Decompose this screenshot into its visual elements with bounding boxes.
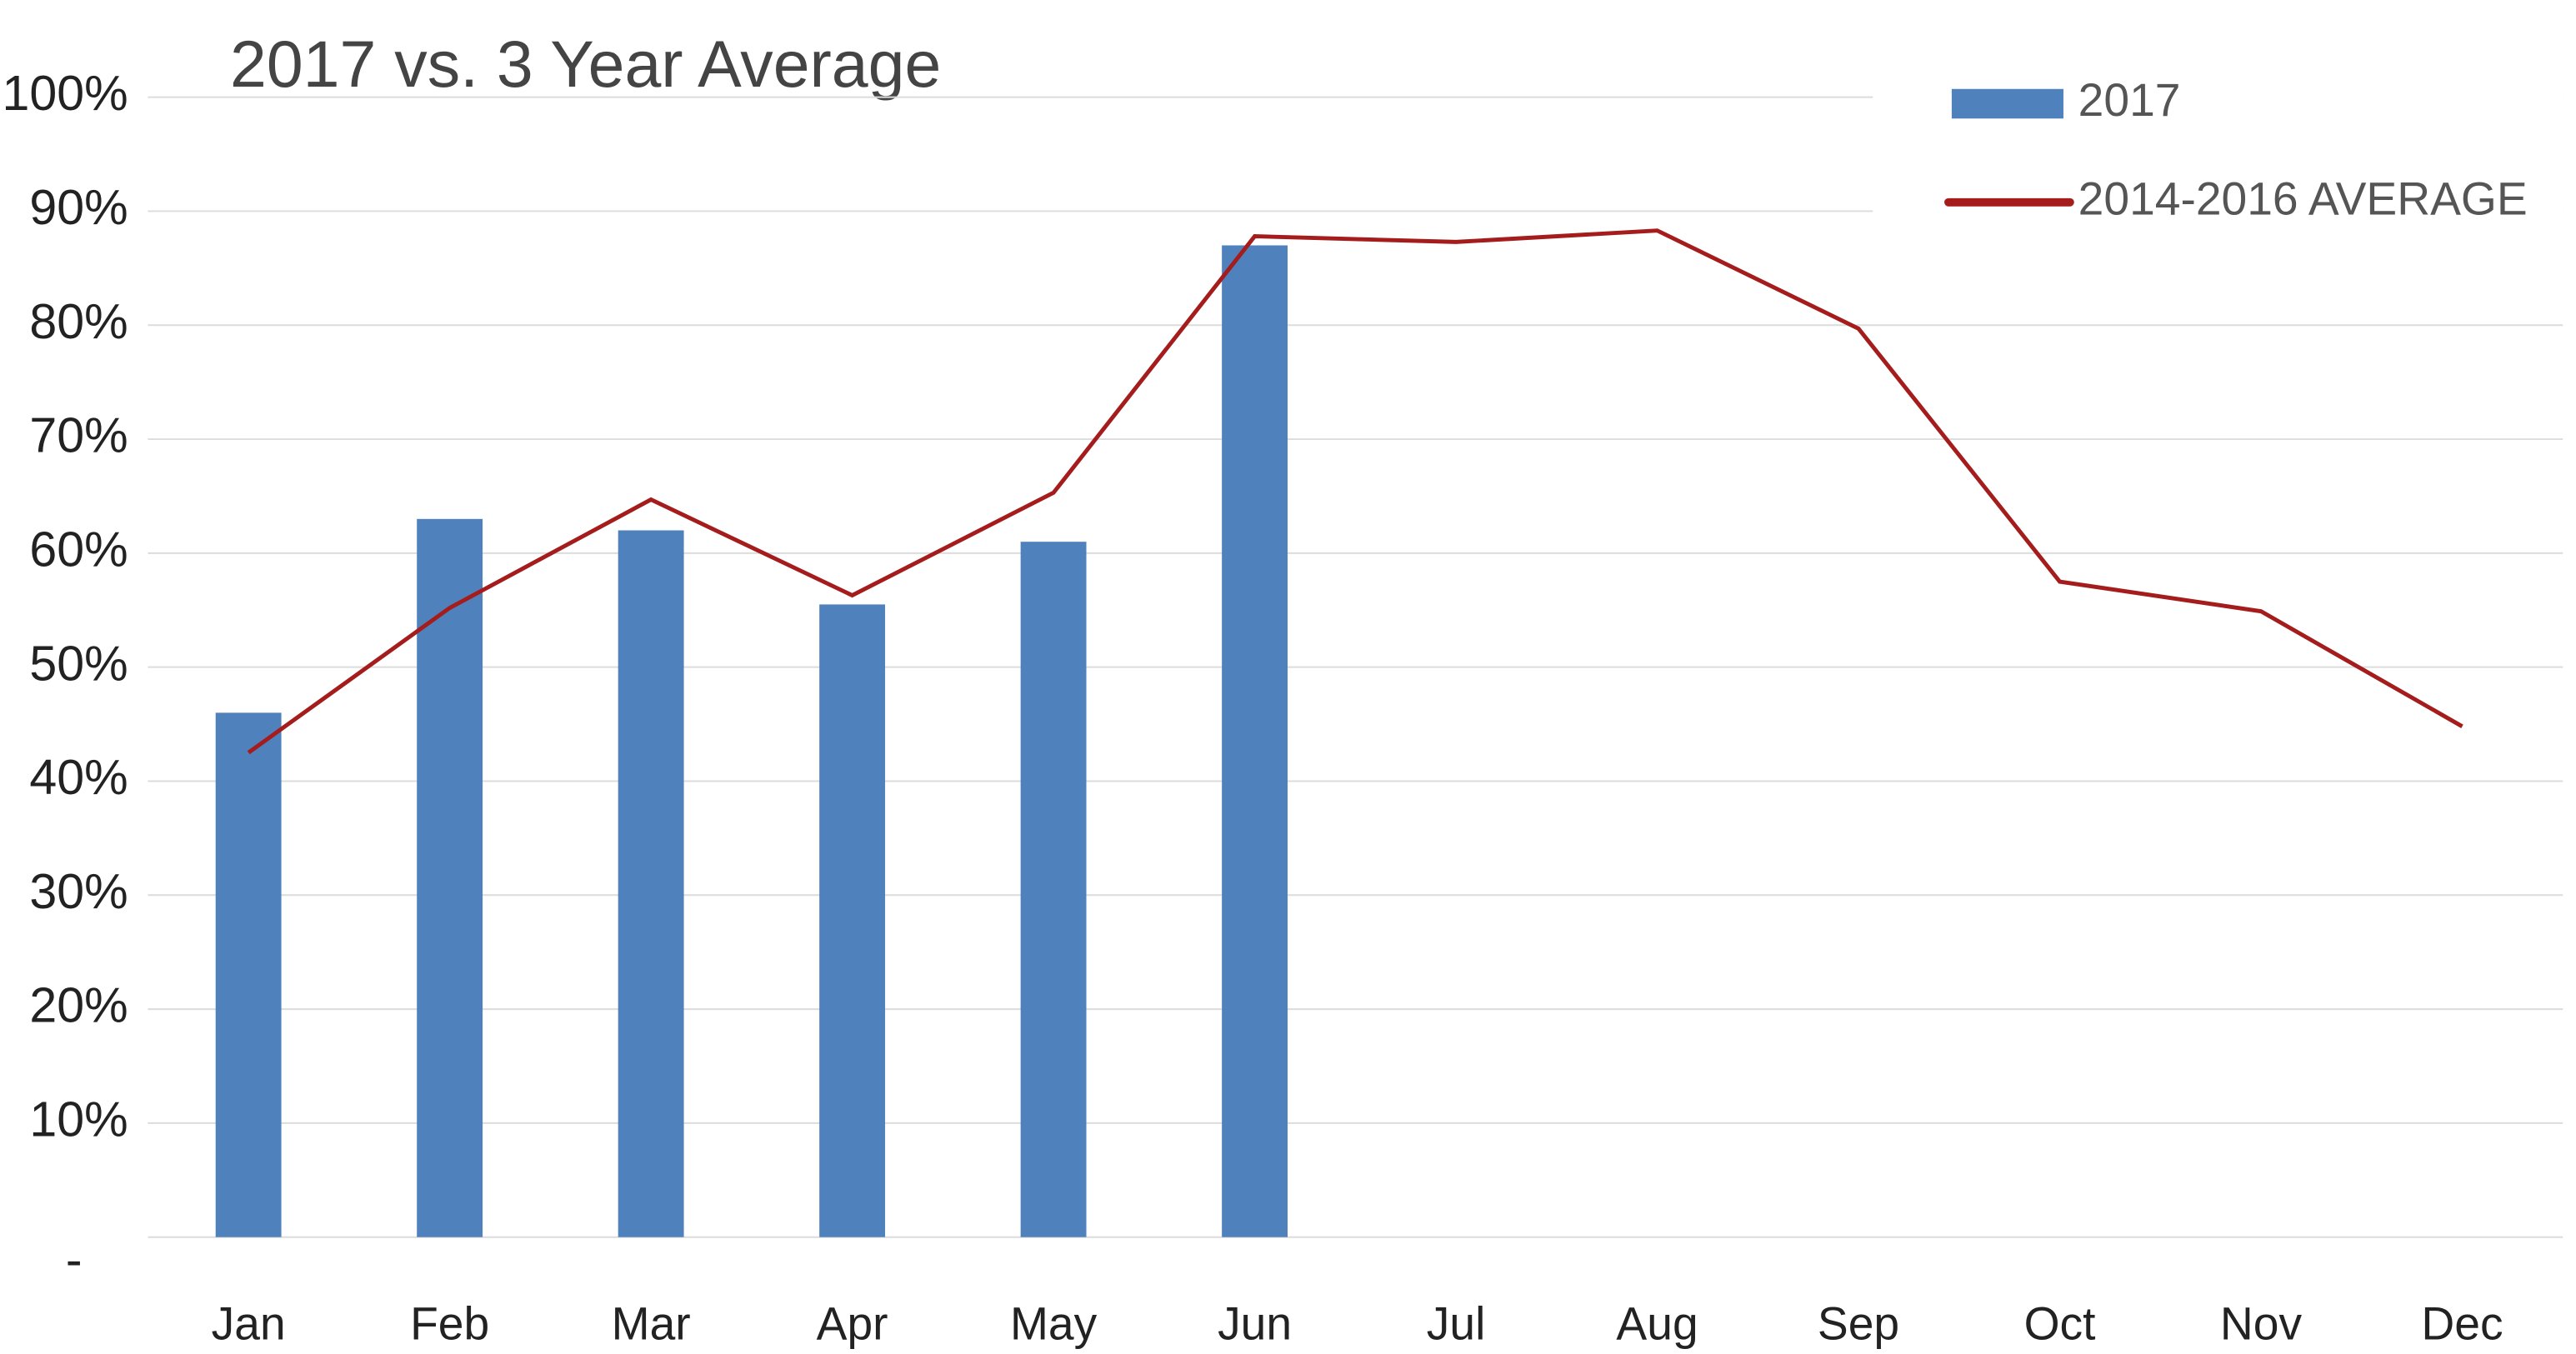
x-tick-label: Oct (2024, 1298, 2096, 1350)
x-tick-label: Mar (612, 1298, 691, 1350)
legend-label: 2014-2016 AVERAGE (2078, 172, 2528, 224)
bar (1020, 542, 1087, 1237)
y-tick-label: 40% (29, 749, 128, 805)
x-tick-label: Apr (817, 1298, 888, 1350)
y-tick-label: 20% (29, 977, 128, 1033)
x-tick-label: Jul (1427, 1298, 1486, 1350)
bar (1222, 245, 1288, 1237)
y-tick-label: 60% (29, 521, 128, 577)
y-tick-label: 90% (29, 179, 128, 235)
y-tick-label: 10% (29, 1092, 128, 1147)
bar (215, 712, 282, 1237)
legend-swatch (1951, 88, 2063, 119)
y-tick-label: - (66, 1232, 83, 1287)
legend-label: 2017 (2078, 74, 2181, 126)
x-tick-label: Dec (2421, 1298, 2503, 1350)
x-tick-label: Nov (2220, 1298, 2303, 1350)
chart-title: 2017 vs. 3 Year Average (230, 27, 941, 101)
bar (819, 604, 886, 1237)
x-tick-label: Feb (410, 1298, 489, 1350)
bar (417, 518, 483, 1237)
x-tick-label: Aug (1616, 1298, 1698, 1350)
bar (618, 530, 684, 1237)
y-tick-label: 30% (29, 863, 128, 919)
y-tick-label: 50% (29, 635, 128, 691)
x-tick-label: Jun (1218, 1298, 1292, 1350)
x-tick-label: May (1010, 1298, 1098, 1350)
x-tick-label: Jan (212, 1298, 286, 1350)
x-tick-label: Sep (1818, 1298, 1899, 1350)
y-tick-label: 70% (29, 407, 128, 463)
line (247, 228, 2463, 755)
y-tick-label: 100% (3, 65, 128, 121)
y-tick-label: 80% (29, 293, 128, 349)
